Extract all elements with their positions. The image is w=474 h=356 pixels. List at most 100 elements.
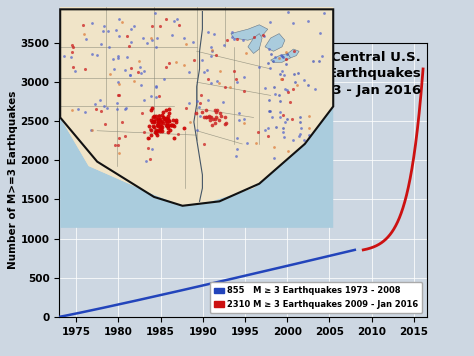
Point [278,53,286,59]
Point [159,109,166,115]
Point [154,116,162,122]
Point [282,56,290,62]
Point [289,137,297,142]
Point [211,108,219,113]
Point [284,148,292,154]
Point [111,142,118,148]
Point [195,104,203,110]
Point [115,151,122,156]
Point [158,126,165,132]
Text: Central U.S.
Earthquakes
1973 - Jan 2016: Central U.S. Earthquakes 1973 - Jan 2016 [305,51,421,97]
Point [283,116,290,122]
Point [264,125,271,131]
Point [204,29,211,35]
Point [74,106,82,112]
Polygon shape [60,95,333,228]
Point [113,106,121,112]
Point [69,42,76,48]
Point [265,108,273,114]
Point [182,41,190,47]
Point [164,120,171,126]
Point [116,135,123,141]
Point [89,127,96,133]
Point [152,130,159,136]
Point [118,19,126,25]
Point [154,35,161,41]
Point [279,112,286,117]
Point [130,23,137,28]
Point [206,117,213,123]
Point [266,20,274,25]
Point [147,93,155,99]
Point [172,59,180,65]
Point [156,23,164,29]
Point [164,125,172,131]
Point [240,88,248,94]
Point [146,156,154,162]
Point [161,116,168,121]
Point [205,114,213,119]
Point [114,100,121,106]
Point [198,57,206,63]
Point [114,93,122,98]
Point [217,110,224,116]
Point [272,124,280,130]
Point [283,52,291,57]
Point [151,10,159,16]
Point [69,64,76,70]
Point [124,33,131,39]
Point [121,133,128,139]
Polygon shape [231,25,268,40]
Point [219,100,227,105]
Point [125,43,132,48]
Point [164,129,172,135]
Point [163,118,170,124]
Point [215,117,223,123]
Point [255,130,262,135]
Point [255,64,263,70]
Point [196,100,203,106]
Point [241,120,248,126]
Point [280,72,287,78]
Point [163,124,170,129]
Point [154,119,162,125]
Point [296,131,304,137]
Point [180,126,187,131]
Point [221,121,228,126]
Point [103,105,111,110]
Point [213,52,220,58]
Point [126,72,133,78]
Point [152,113,159,119]
Point [156,116,164,122]
Point [275,93,283,98]
Point [243,140,251,146]
Point [264,60,272,66]
Point [155,117,163,123]
Point [201,141,208,147]
Point [81,66,89,72]
Point [200,114,208,120]
Point [297,114,304,120]
Point [162,64,170,70]
Point [306,132,313,138]
Point [233,135,241,141]
Point [153,83,160,89]
Point [149,118,157,124]
Point [154,123,162,129]
Point [277,76,285,82]
Polygon shape [271,53,291,62]
Point [116,82,123,87]
Point [122,106,130,111]
Point [198,109,205,115]
Point [155,127,163,132]
Point [279,54,287,59]
Point [197,93,205,98]
Point [112,28,120,33]
Point [269,58,277,64]
Point [284,9,292,15]
Point [221,84,229,90]
Point [193,127,201,132]
Point [165,61,173,66]
Point [174,131,182,136]
Point [161,116,168,121]
